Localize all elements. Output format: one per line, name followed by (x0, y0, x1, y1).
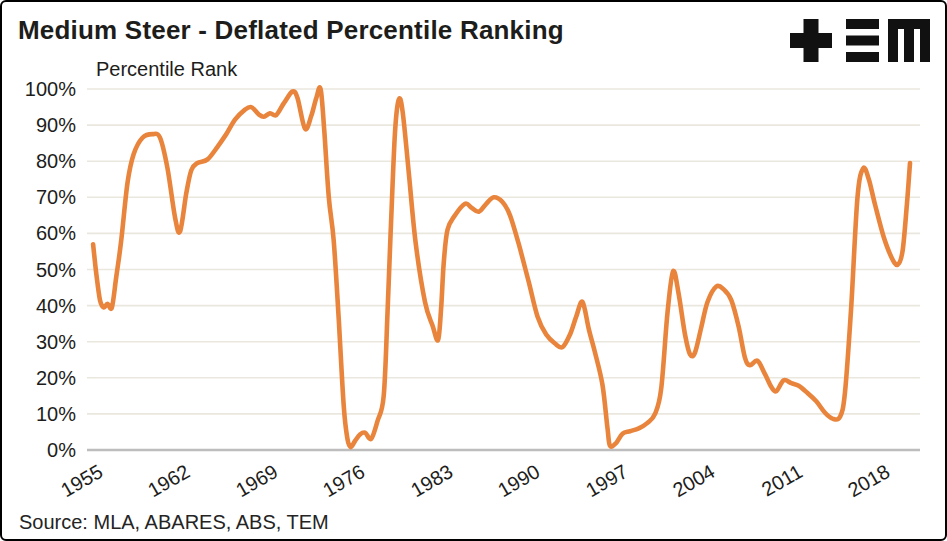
source-note: Source: MLA, ABARES, ABS, TEM (19, 511, 329, 534)
y-tick-label: 0% (2, 438, 76, 462)
y-tick-label: 50% (2, 258, 76, 282)
y-tick-label: 60% (2, 221, 76, 245)
percentile-rank-line (93, 87, 910, 447)
y-tick-label: 40% (2, 294, 76, 318)
y-tick-label: 100% (2, 77, 76, 101)
y-tick-label: 10% (2, 402, 76, 426)
y-tick-label: 20% (2, 366, 76, 390)
y-tick-label: 80% (2, 149, 76, 173)
line-chart-plot (2, 2, 947, 541)
chart-frame: Medium Steer - Deflated Percentile Ranki… (0, 0, 947, 541)
y-tick-label: 70% (2, 185, 76, 209)
y-tick-label: 30% (2, 330, 76, 354)
y-tick-label: 90% (2, 113, 76, 137)
